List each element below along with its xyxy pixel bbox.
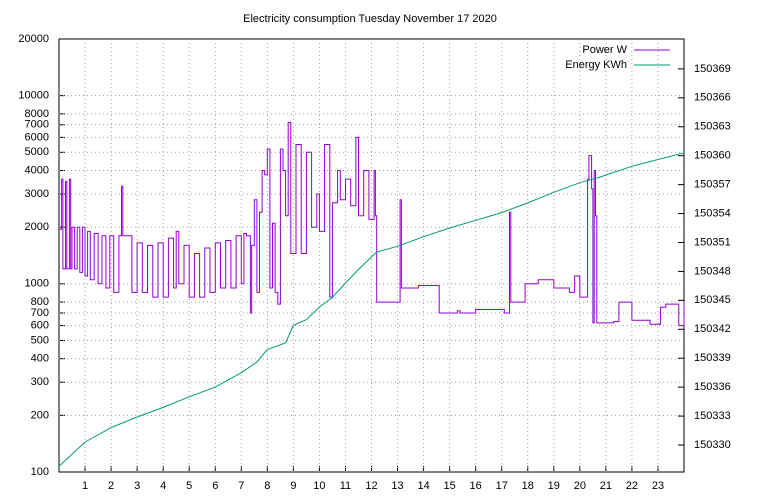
x-tick-label: 11 bbox=[340, 480, 351, 492]
y-tick-label: 10000 bbox=[18, 90, 49, 102]
x-tick-label: 23 bbox=[652, 480, 664, 492]
y-tick-label: 100 bbox=[31, 466, 49, 478]
x-tick-label: 10 bbox=[313, 480, 325, 492]
y2-tick-label: 150360 bbox=[694, 150, 731, 162]
x-tick-label: 15 bbox=[444, 480, 456, 492]
series-line bbox=[58, 152, 685, 467]
y2-tick-label: 150348 bbox=[694, 265, 731, 277]
x-tick-label: 21 bbox=[600, 480, 612, 492]
y2-tick-label: 150357 bbox=[694, 179, 731, 191]
x-tick-label: 14 bbox=[417, 480, 429, 492]
y-tick-label: 1000 bbox=[25, 278, 49, 290]
y2-tick-label: 150366 bbox=[694, 92, 731, 104]
y2-tick-label: 150339 bbox=[694, 352, 731, 364]
y2-tick-label: 150345 bbox=[694, 294, 731, 306]
legend-label: Power W bbox=[582, 44, 627, 56]
y2-tick-label: 150369 bbox=[694, 63, 731, 75]
y2-tick-label: 150330 bbox=[694, 439, 731, 451]
y2-tick-label: 150363 bbox=[694, 121, 731, 133]
y2-tick-label: 150354 bbox=[694, 207, 731, 219]
x-tick-label: 8 bbox=[264, 480, 270, 492]
x-tick-label: 3 bbox=[134, 480, 140, 492]
x-tick-label: 16 bbox=[470, 480, 482, 492]
y2-tick-label: 150333 bbox=[694, 410, 731, 422]
y-tick-label: 800 bbox=[31, 296, 49, 308]
x-tick-label: 4 bbox=[160, 480, 166, 492]
x-tick-label: 19 bbox=[548, 480, 560, 492]
y-tick-label: 4000 bbox=[25, 164, 49, 176]
y2-tick-label: 150342 bbox=[694, 323, 731, 335]
y-tick-label: 5000 bbox=[25, 146, 49, 158]
x-tick-label: 12 bbox=[365, 480, 377, 492]
y-tick-label: 500 bbox=[31, 334, 49, 346]
chart-title: Electricity consumption Tuesday November… bbox=[243, 13, 497, 25]
x-tick-label: 6 bbox=[212, 480, 218, 492]
y-tick-label: 700 bbox=[31, 307, 49, 319]
x-tick-label: 20 bbox=[574, 480, 586, 492]
y-tick-label: 200 bbox=[31, 409, 49, 421]
y-tick-label: 400 bbox=[31, 353, 49, 365]
y-tick-label: 600 bbox=[31, 319, 49, 331]
x-tick-label: 18 bbox=[522, 480, 534, 492]
y2-tick-label: 150351 bbox=[694, 236, 731, 248]
x-tick-label: 17 bbox=[496, 480, 508, 492]
y-tick-label: 20000 bbox=[18, 33, 49, 45]
y-tick-label: 7000 bbox=[25, 119, 49, 131]
x-tick-label: 7 bbox=[238, 480, 244, 492]
legend-label: Energy KWh bbox=[565, 59, 627, 71]
y-tick-label: 6000 bbox=[25, 131, 49, 143]
x-tick-label: 22 bbox=[626, 480, 638, 492]
y2-tick-label: 150336 bbox=[694, 381, 731, 393]
x-tick-label: 5 bbox=[186, 480, 192, 492]
y-tick-label: 300 bbox=[31, 376, 49, 388]
x-tick-label: 1 bbox=[82, 480, 88, 492]
series-line bbox=[59, 122, 685, 327]
y-tick-label: 2000 bbox=[25, 221, 49, 233]
x-tick-label: 9 bbox=[290, 480, 296, 492]
y-tick-label: 8000 bbox=[25, 108, 49, 120]
y-tick-label: 3000 bbox=[25, 188, 49, 200]
x-tick-label: 2 bbox=[108, 480, 114, 492]
x-tick-label: 13 bbox=[391, 480, 403, 492]
